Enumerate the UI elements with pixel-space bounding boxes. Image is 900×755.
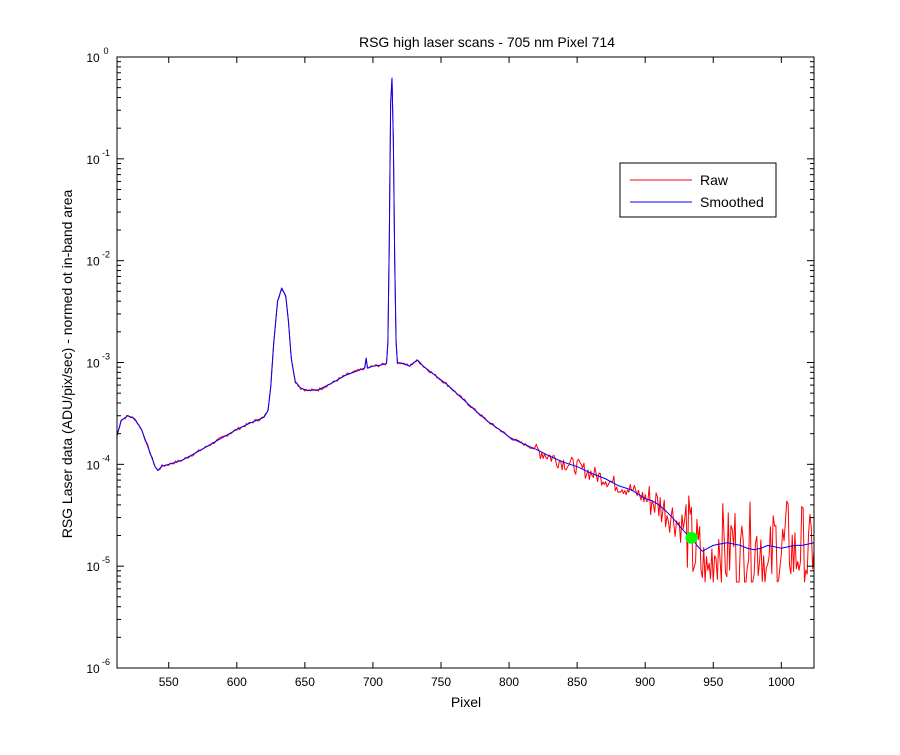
highlight-marker [685, 531, 698, 544]
y-tick-exponent: -1 [102, 148, 110, 158]
x-tick-label: 1000 [768, 675, 795, 689]
chart-title: RSG high laser scans - 705 nm Pixel 714 [359, 34, 615, 50]
y-tick-label: 10 [86, 458, 100, 472]
series-group [117, 77, 814, 583]
legend-box [619, 162, 777, 218]
y-tick-label: 10 [86, 51, 100, 65]
y-tick-exponent: -2 [102, 250, 110, 260]
x-axis-label: Pixel [451, 694, 481, 710]
y-tick-exponent: -3 [102, 352, 110, 362]
legend-label-raw: Raw [700, 172, 729, 188]
y-tick-label: 10 [86, 153, 100, 167]
x-tick-label: 600 [227, 675, 247, 689]
x-tick-label: 950 [703, 675, 723, 689]
series-line-smoothed [117, 77, 814, 552]
legend-label-smoothed: Smoothed [700, 194, 764, 210]
x-tick-label: 900 [635, 675, 655, 689]
x-tick-label: 850 [567, 675, 587, 689]
legend: Raw Smoothed [619, 162, 777, 218]
y-tick-label: 10 [86, 357, 100, 371]
y-tick-label: 10 [86, 255, 100, 269]
y-tick-exponent: -5 [102, 555, 110, 565]
x-tick-label: 650 [295, 675, 315, 689]
y-tick-label: 10 [86, 560, 100, 574]
x-tick-label: 750 [431, 675, 451, 689]
y-tick-exponent: -6 [102, 657, 110, 667]
y-tick-exponent: -4 [102, 453, 110, 463]
x-tick-label: 800 [499, 675, 519, 689]
y-tick-label: 10 [86, 662, 100, 676]
series-line-raw [117, 77, 814, 583]
y-axis-label: RSG Laser data (ADU/pix/sec) - normed ot… [59, 189, 75, 538]
x-tick-label: 550 [159, 675, 179, 689]
x-tick-label: 700 [363, 675, 383, 689]
y-tick-exponent: 0 [103, 46, 108, 56]
plot-background [117, 57, 814, 668]
